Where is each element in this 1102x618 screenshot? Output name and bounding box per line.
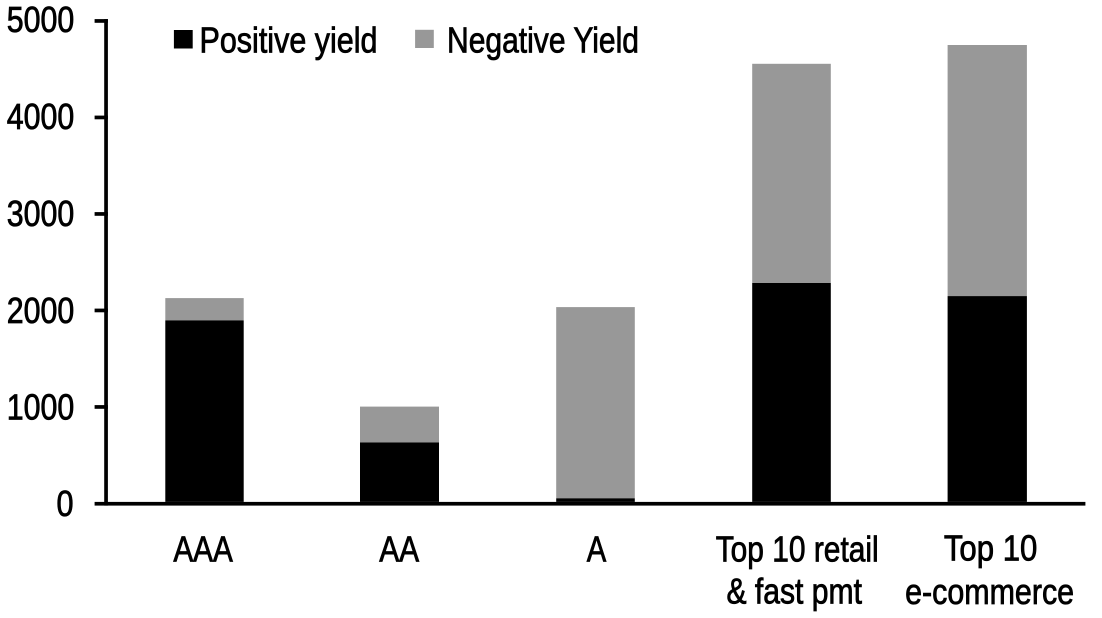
- svg-text:AAA: AAA: [173, 528, 233, 569]
- svg-text:5000: 5000: [7, 0, 75, 40]
- svg-text:Negative Yield: Negative Yield: [447, 19, 639, 60]
- svg-text:2000: 2000: [7, 290, 75, 331]
- svg-text:3000: 3000: [7, 193, 75, 234]
- svg-text:Top 10 retail: Top 10 retail: [716, 528, 879, 569]
- svg-text:1000: 1000: [7, 387, 75, 428]
- svg-text:Positive yield: Positive yield: [200, 19, 378, 60]
- svg-text:e-commerce: e-commerce: [905, 571, 1074, 612]
- svg-text:& fast pmt: & fast pmt: [726, 571, 862, 612]
- svg-text:4000: 4000: [7, 96, 75, 137]
- svg-text:A: A: [587, 528, 607, 569]
- svg-text:0: 0: [57, 483, 74, 524]
- svg-text:AA: AA: [379, 528, 419, 569]
- svg-text:Top 10: Top 10: [944, 528, 1038, 569]
